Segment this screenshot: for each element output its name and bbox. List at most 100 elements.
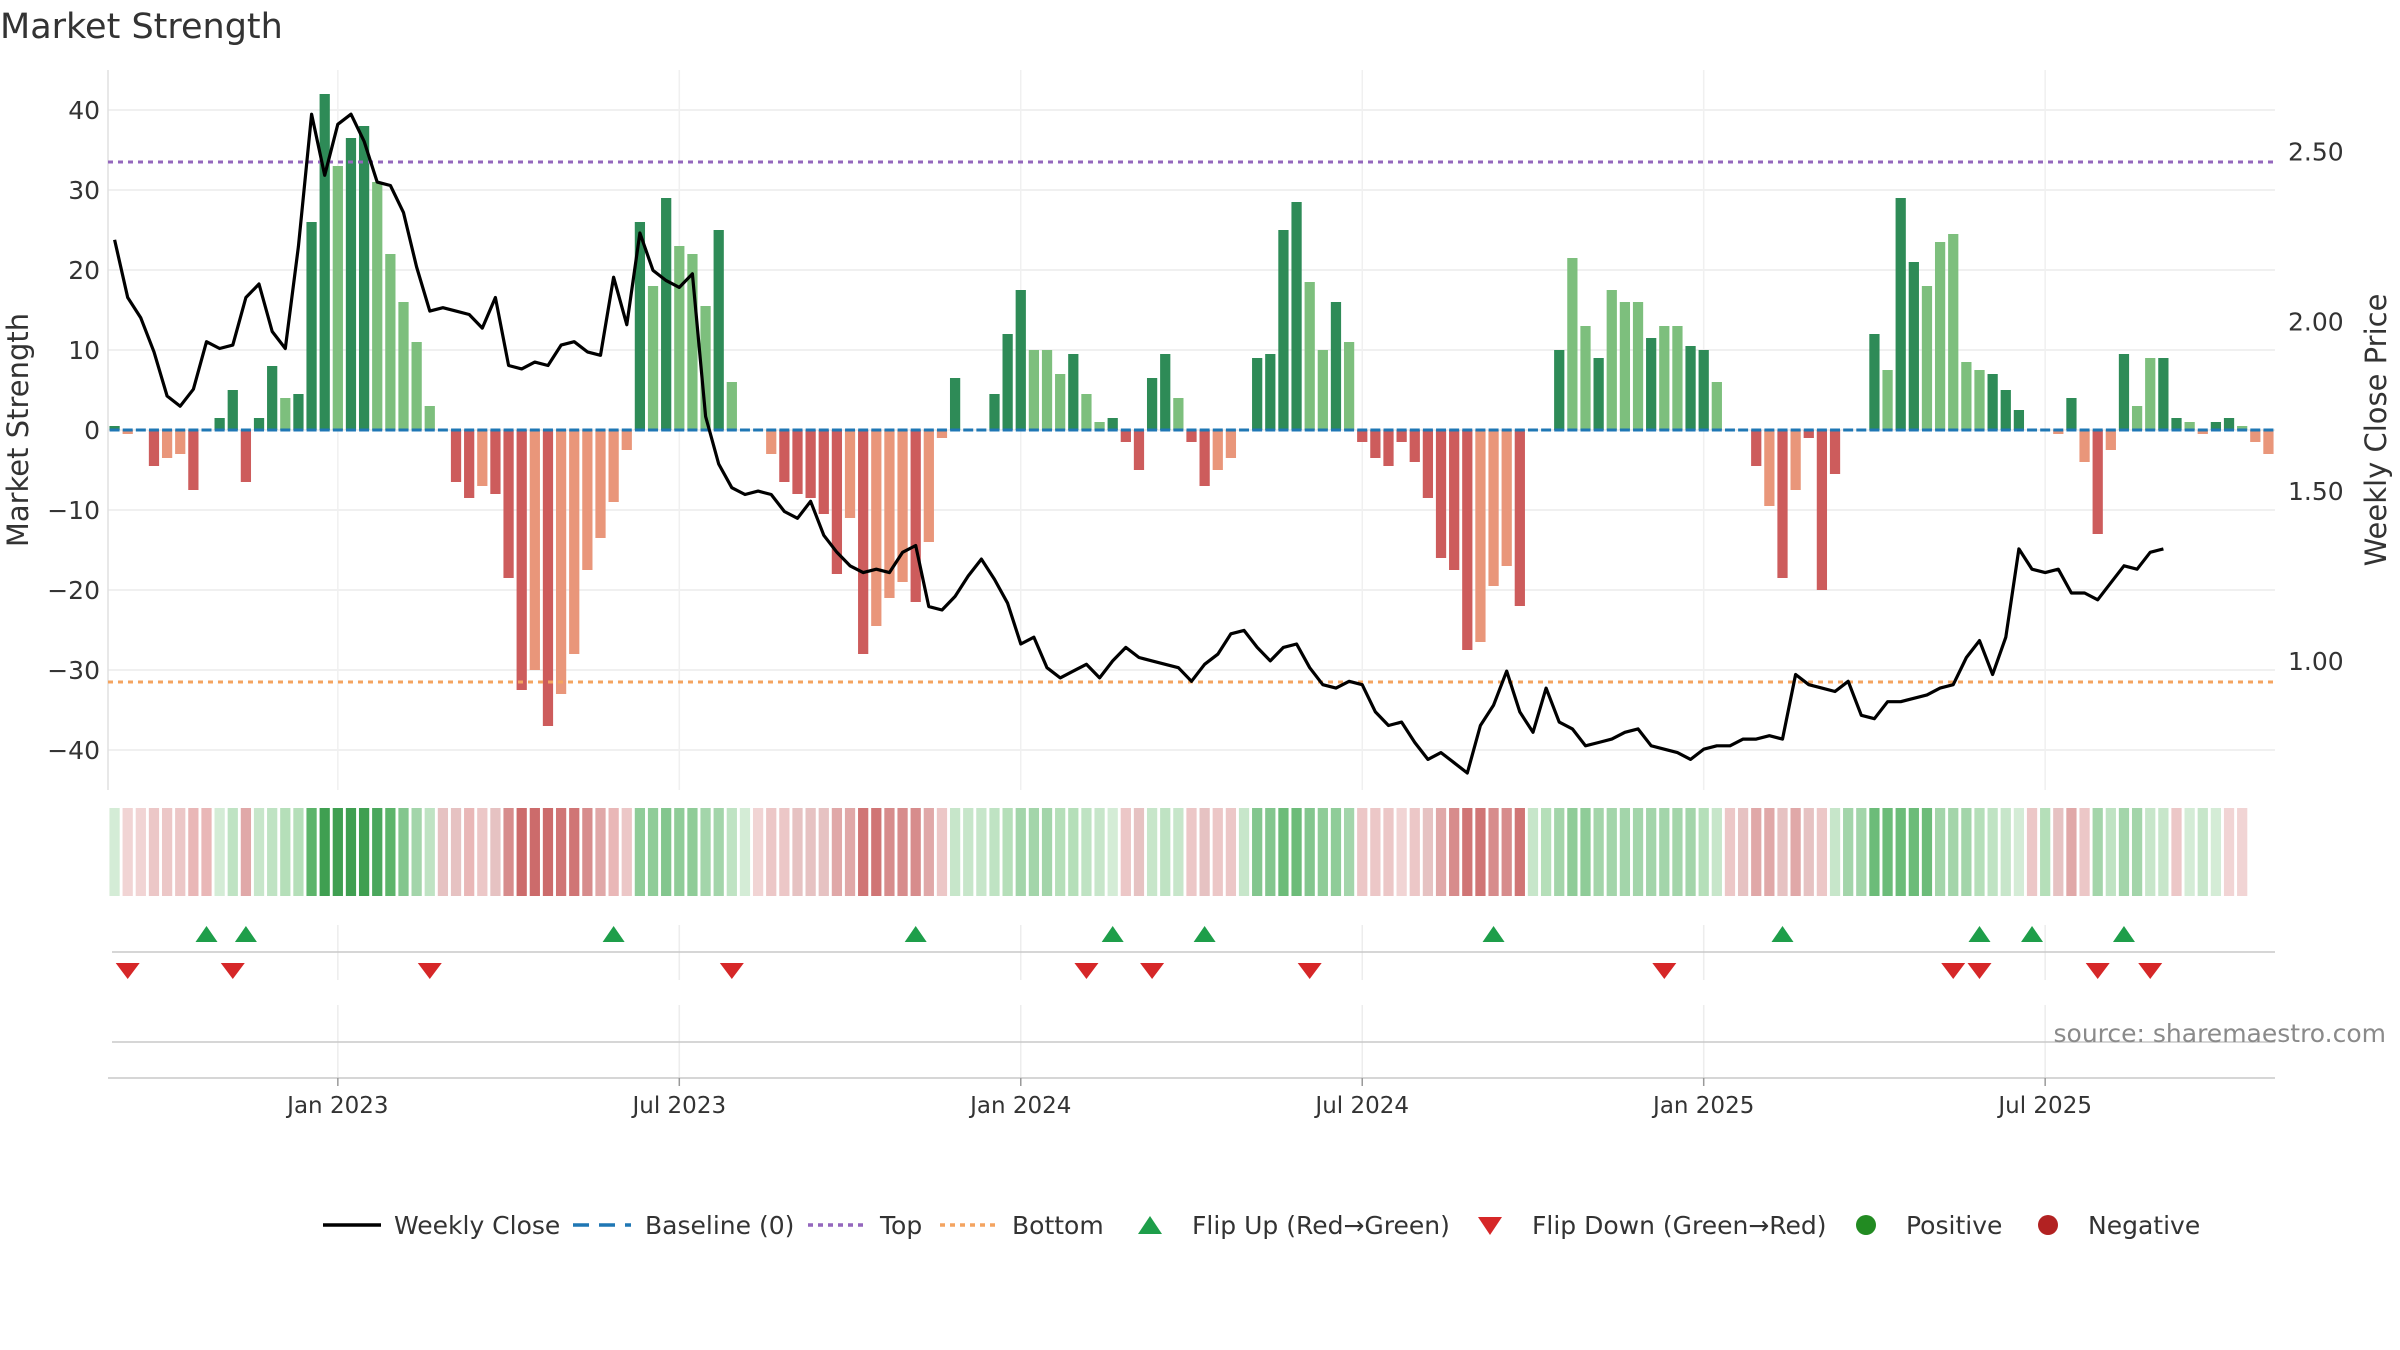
strength-bar [306, 222, 317, 430]
strength-bar [1107, 418, 1118, 430]
strength-bar [634, 222, 646, 430]
regime-cell [2145, 808, 2156, 896]
regime-cell [2000, 808, 2011, 896]
legend-swatch-dot [1856, 1215, 1876, 1235]
strength-bar [450, 430, 462, 482]
strength-bar [1908, 262, 1919, 430]
regime-cell [345, 808, 357, 896]
regime-cell [687, 808, 698, 896]
regime-cell [1409, 808, 1420, 896]
flip-up-marker [234, 926, 257, 942]
regime-cell [779, 808, 790, 896]
strength-bar [214, 418, 225, 430]
regime-cell [739, 808, 751, 896]
regime-cell [385, 808, 396, 896]
weekly-close-polyline [113, 112, 2164, 775]
regime-cell [398, 808, 409, 896]
strength-bar [1173, 398, 1184, 430]
regime-cell [1737, 808, 1749, 896]
strength-bar [188, 430, 199, 490]
strength-bar [1186, 430, 1197, 442]
strength-bar [1514, 430, 1525, 606]
strength-bar [555, 430, 567, 694]
strength-bar [779, 430, 790, 482]
regime-cell [1921, 808, 1933, 896]
strength-bar [398, 302, 409, 430]
regime-cell [2237, 808, 2248, 896]
regime-cell [1777, 808, 1788, 896]
regime-cell [188, 808, 199, 896]
regime-cell [411, 808, 422, 896]
strength-bar [1199, 430, 1210, 486]
strength-bar [726, 382, 737, 430]
y-tick-right: 2.00 [2288, 307, 2344, 336]
regime-cell [1803, 808, 1814, 896]
strength-bar [2131, 406, 2143, 430]
strength-bar [1383, 430, 1394, 466]
regime-cell [1330, 808, 1342, 896]
strength-bar [477, 430, 488, 486]
flip-down-marker [1074, 963, 1099, 979]
strength-bar [1554, 350, 1565, 430]
flip-up-marker [1771, 926, 1794, 942]
strength-bar [1672, 326, 1683, 430]
flip-up-marker [1482, 926, 1505, 942]
regime-cell [726, 808, 737, 896]
strength-bar [1462, 430, 1473, 650]
regime-cell [332, 808, 343, 896]
strength-bars [109, 94, 2274, 726]
strength-bar [2171, 418, 2182, 430]
strength-bar [1685, 346, 1696, 430]
strength-bar [1882, 370, 1893, 430]
y-tick-left: 20 [68, 256, 100, 285]
strength-bar [2223, 418, 2235, 430]
strength-bar [674, 246, 685, 430]
regime-cell [1501, 808, 1512, 896]
regime-cell [1396, 808, 1407, 896]
regime-cell [1619, 808, 1631, 896]
regime-cell [2131, 808, 2143, 896]
y-tick-right: 1.50 [2288, 477, 2344, 506]
x-axis-ticks: Jan 2023 Jul 2023 Jan 2024 Jul 2024 Jan 2025… [285, 1078, 2092, 1119]
regime-cell [1357, 808, 1368, 896]
regime-cell [792, 808, 803, 896]
legend-label: Positive [1906, 1211, 2002, 1240]
strength-bar [1449, 430, 1460, 570]
regime-cell [713, 808, 724, 896]
regime-cell [1987, 808, 1998, 896]
legend-swatch-flip-down [1478, 1217, 1502, 1235]
flip-up-marker [2021, 926, 2044, 942]
strength-bar [385, 254, 396, 430]
strength-bar [1501, 430, 1512, 566]
regime-cell [1751, 808, 1762, 896]
regime-cell [280, 808, 291, 896]
regime-cell [1672, 808, 1683, 896]
regime-cell [490, 808, 501, 896]
strength-bar [424, 406, 435, 430]
strength-bar [1396, 430, 1407, 442]
regime-cell [844, 808, 856, 896]
strength-bar [1567, 258, 1578, 430]
strength-bar [1646, 338, 1657, 430]
regime-cell [424, 808, 435, 896]
strength-bar [923, 430, 934, 542]
strength-bar [490, 430, 501, 494]
strength-bar [2184, 422, 2195, 430]
regime-cell [1383, 808, 1394, 896]
strength-bar [1751, 430, 1762, 466]
regime-cell [1790, 808, 1801, 896]
regime-cell [1527, 808, 1539, 896]
flip-up-marker [904, 926, 927, 942]
regime-cell [2026, 808, 2038, 896]
regime-cell [1934, 808, 1946, 896]
strength-bar [1120, 430, 1131, 442]
y-tick-left: 10 [68, 336, 100, 365]
regime-cell [542, 808, 554, 896]
strength-bar [1317, 350, 1328, 430]
strength-bar [647, 286, 659, 430]
regime-cell [2118, 808, 2130, 896]
strength-bar [2158, 358, 2169, 430]
regime-cell [135, 808, 146, 896]
strength-bar [2237, 426, 2248, 430]
regime-cell [1895, 808, 1906, 896]
